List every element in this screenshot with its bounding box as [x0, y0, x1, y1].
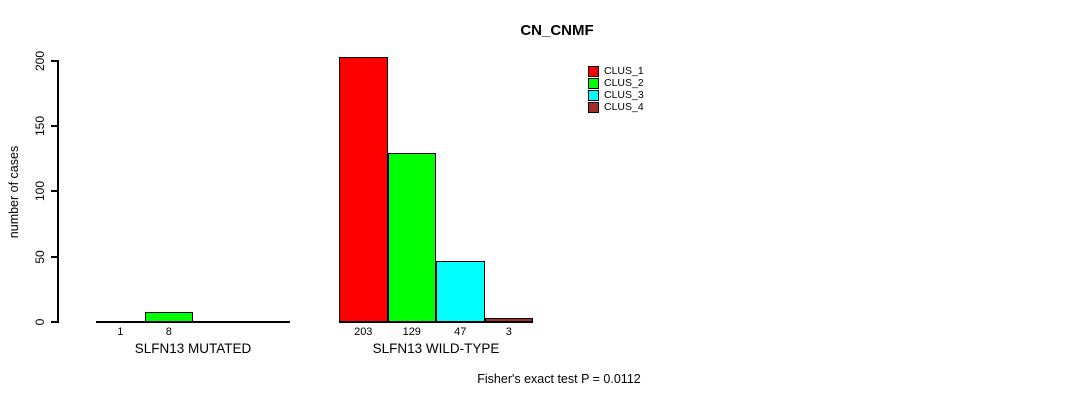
legend-swatch-icon [588, 65, 599, 77]
y-tick-label: 150 [33, 116, 47, 137]
bar-value-label: 47 [454, 326, 467, 338]
group-baseline [339, 321, 533, 323]
bar-value-label: 3 [505, 326, 512, 338]
bar-clus_2 [144, 311, 193, 322]
y-tick-label: 100 [33, 181, 47, 202]
group-label: SLFN13 MUTATED [134, 341, 252, 356]
y-tick-mark [51, 125, 58, 128]
legend-swatch-icon [588, 89, 599, 101]
legend-label: CLUS_3 [604, 89, 644, 101]
y-tick-label: 200 [33, 50, 47, 71]
legend-item: CLUS_2 [588, 77, 644, 89]
bar-clus_3 [436, 260, 485, 322]
legend-item: CLUS_4 [588, 101, 644, 113]
bar-clus_1 [96, 320, 145, 323]
bar-clus_2 [387, 153, 436, 322]
group-baseline [96, 321, 290, 323]
bar-value-label: 8 [165, 326, 172, 338]
footnote-text: Fisher's exact test P = 0.0112 [477, 372, 641, 386]
legend-item: CLUS_1 [588, 65, 644, 77]
legend-item: CLUS_3 [588, 89, 644, 101]
y-axis-line [57, 60, 59, 323]
chart-title: CN_CNMF [520, 22, 594, 39]
y-tick-label: 50 [33, 249, 47, 264]
legend-swatch-icon [588, 101, 599, 113]
y-axis-title: number of cases [7, 145, 21, 239]
y-tick-mark [51, 255, 58, 258]
bar-value-label: 203 [354, 326, 373, 338]
y-tick-mark [51, 190, 58, 193]
bar-value-label: 1 [117, 326, 124, 338]
bar-value-label: 129 [402, 326, 421, 338]
legend-label: CLUS_2 [604, 77, 644, 89]
legend-label: CLUS_4 [604, 101, 644, 113]
legend-swatch-icon [588, 77, 599, 89]
group-label: SLFN13 WILD-TYPE [372, 341, 500, 356]
y-tick-label: 0 [33, 318, 47, 326]
y-tick-mark [51, 321, 58, 323]
bar-clus_1 [339, 56, 388, 322]
y-tick-mark [51, 59, 58, 62]
legend-label: CLUS_1 [604, 65, 644, 77]
bar-clus_4 [484, 318, 533, 322]
